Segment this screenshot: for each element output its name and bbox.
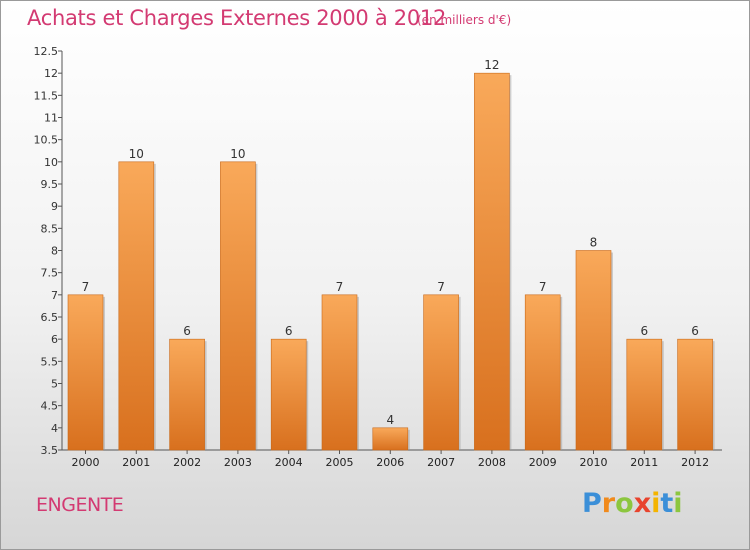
y-tick-label: 5.5 (41, 355, 59, 368)
y-tick-label: 3.5 (41, 444, 59, 457)
logo-letter: x (633, 488, 652, 519)
bar (524, 294, 561, 451)
y-tick-label: 12.5 (34, 45, 59, 58)
y-tick-label: 6.5 (41, 311, 59, 324)
bar (67, 294, 104, 451)
x-tick-label: 2008 (478, 456, 506, 469)
bar (575, 250, 612, 451)
logo-letter: i (673, 488, 683, 519)
bar-value-label: 10 (230, 147, 245, 161)
chart-unit: (en milliers d'€) (417, 13, 512, 27)
y-tick-label: 12 (44, 67, 58, 80)
bar-value-label: 8 (590, 236, 598, 250)
bar-value-label: 7 (437, 280, 445, 294)
logo-letter: t (660, 488, 674, 519)
bar (220, 161, 256, 451)
bar (474, 72, 510, 451)
bar-value-label: 7 (336, 280, 344, 294)
x-tick-label: 2004 (275, 456, 303, 469)
bar (677, 338, 713, 451)
bar-value-label: 6 (691, 324, 699, 338)
y-tick-label: 11.5 (34, 89, 59, 102)
y-tick-label: 7 (51, 289, 58, 302)
bar-value-label: 6 (285, 324, 293, 338)
x-tick-label: 2007 (427, 456, 455, 469)
bar (270, 338, 307, 451)
x-tick-label: 2001 (122, 456, 150, 469)
y-tick-label: 10.5 (34, 134, 59, 147)
y-tick-label: 7.5 (41, 267, 59, 280)
bar (423, 294, 459, 451)
x-tick-label: 2012 (681, 456, 709, 469)
logo-letter: P (582, 488, 602, 519)
y-tick-label: 9.5 (41, 178, 59, 191)
y-tick-label: 4.5 (41, 400, 59, 413)
y-tick-label: 5 (51, 378, 58, 391)
y-tick-label: 10 (44, 156, 58, 169)
bar (626, 338, 663, 451)
bar (372, 427, 409, 451)
y-tick-label: 6 (51, 333, 58, 346)
town-name: ENGENTE (36, 494, 124, 516)
y-tick-label: 4 (51, 422, 58, 435)
bar-value-label: 4 (386, 413, 394, 427)
x-tick-label: 2002 (173, 456, 201, 469)
logo-letter: i (651, 488, 661, 519)
logo-letter: r (601, 488, 616, 519)
bar-value-label: 6 (183, 324, 191, 338)
bars (67, 72, 715, 451)
bar (169, 338, 205, 451)
x-tick-label: 2003 (224, 456, 252, 469)
bar-value-label: 7 (539, 280, 547, 294)
bar-value-label: 12 (484, 58, 499, 72)
x-tick-label: 2011 (630, 456, 658, 469)
y-tick-label: 11 (44, 112, 58, 125)
labels: 7 2000 10 2001 6 2002 10 2003 6 2004 7 2005 4 2006 7 20… (72, 58, 710, 469)
proxiti-logo[interactable]: Proxiti (582, 488, 683, 519)
y-tick-label: 8.5 (41, 222, 59, 235)
x-tick-label: 2006 (376, 456, 404, 469)
chart-title: Achats et Charges Externes 2000 à 2012 (27, 6, 447, 30)
x-tick-label: 2009 (529, 456, 557, 469)
x-tick-label: 2000 (72, 456, 100, 469)
logo-letter: o (615, 488, 634, 519)
x-tick-label: 2005 (326, 456, 354, 469)
x-tick-label: 2010 (580, 456, 608, 469)
bar-value-label: 6 (640, 324, 648, 338)
bar-value-label: 10 (129, 147, 144, 161)
bar (118, 161, 155, 451)
bar-value-label: 7 (82, 280, 90, 294)
y-tick-label: 9 (51, 200, 58, 213)
bar (321, 294, 358, 451)
y-tick-label: 8 (51, 245, 58, 258)
